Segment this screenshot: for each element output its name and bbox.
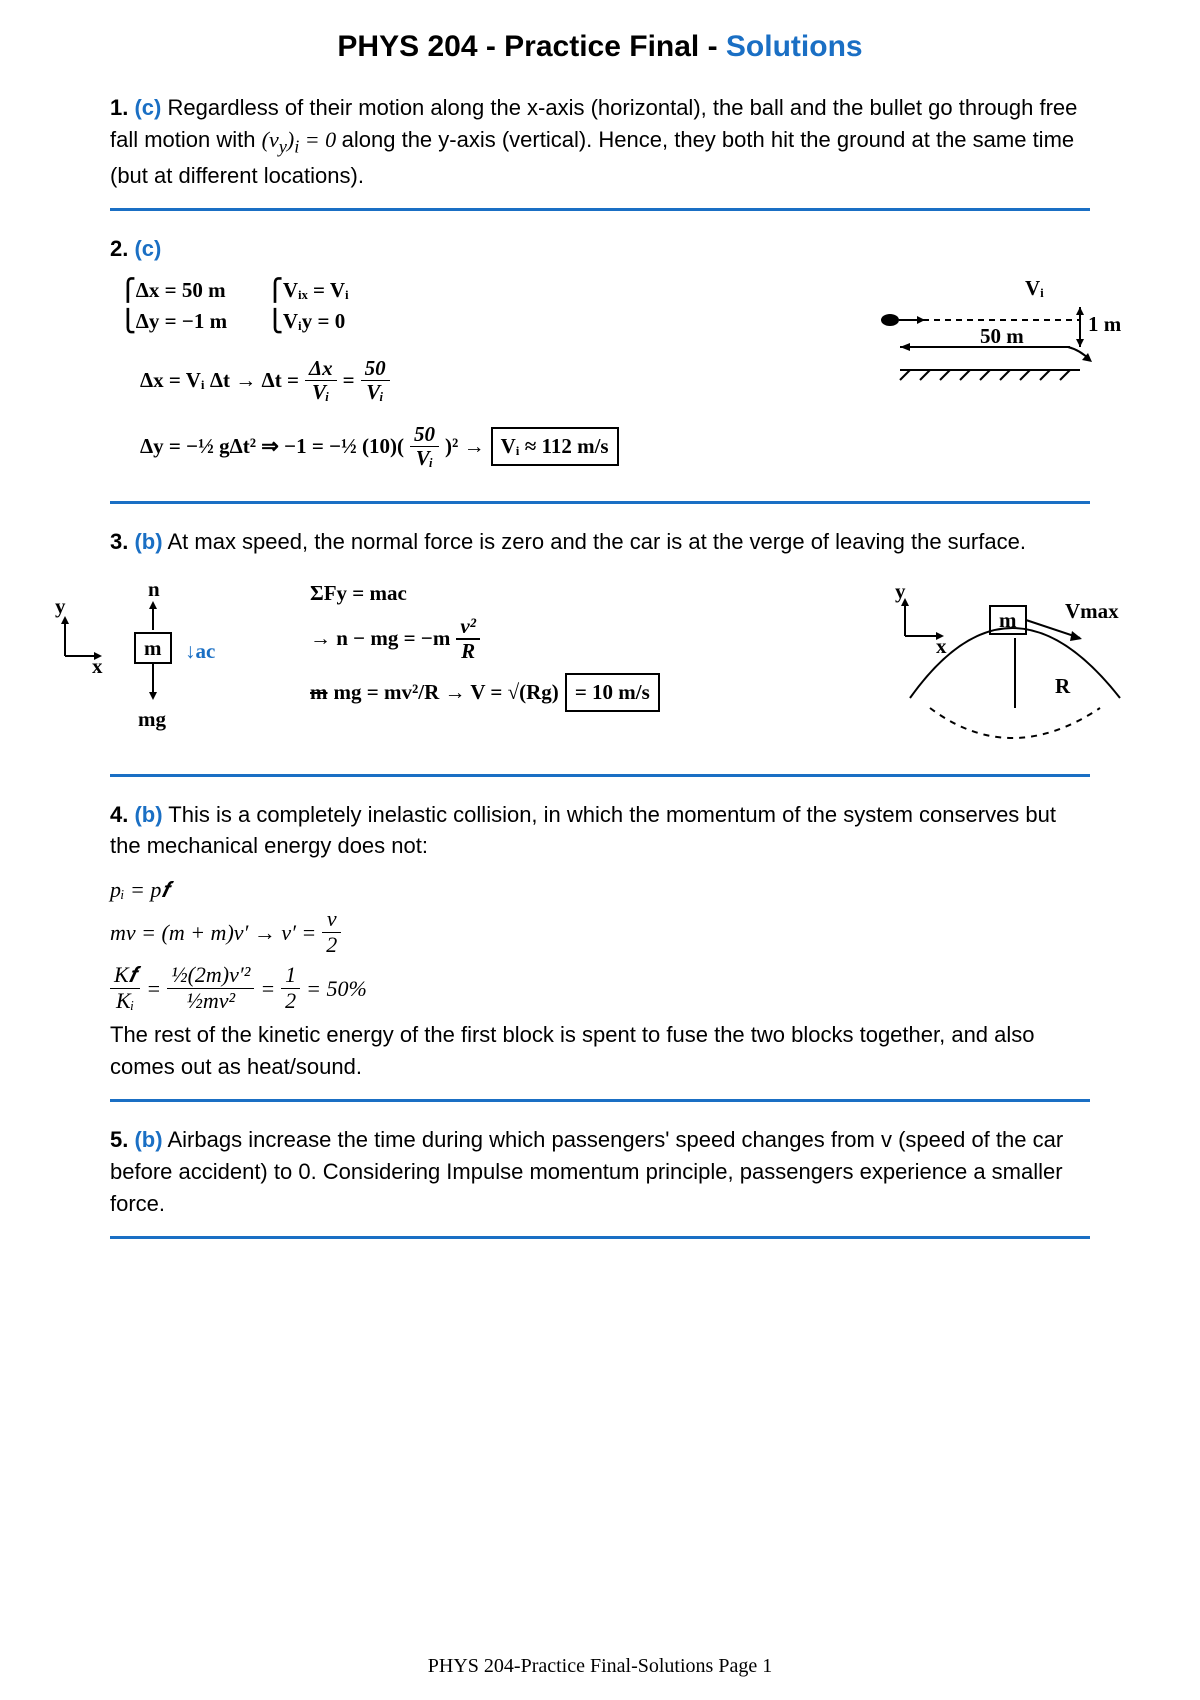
p3-eqs: ΣFy = mac → n − mg = −m v²R mmg = mv²/R …	[310, 578, 660, 713]
problem-5: 5. (b) Airbags increase the time during …	[110, 1124, 1090, 1220]
svg-text:m: m	[999, 608, 1017, 632]
divider-5	[110, 1236, 1090, 1239]
svg-text:↓ac: ↓ac	[185, 639, 215, 663]
problem-1-eq: (vy)i = 0	[262, 127, 342, 152]
problem-1: 1. (c) Regardless of their motion along …	[110, 92, 1090, 192]
problem-5-text: Airbags increase the time during which p…	[110, 1127, 1063, 1216]
p3-fbd: y x n m mg ↓ac	[40, 568, 270, 748]
problem-4-text-a: This is a completely inelastic collision…	[110, 802, 1056, 859]
problem-3-work: y x n m mg ↓ac ΣFy = mac → n − mg = −m v…	[110, 568, 1090, 758]
svg-text:1 m: 1 m	[1088, 312, 1122, 336]
page-title: PHYS 204 - Practice Final - Solutions	[110, 30, 1090, 64]
problem-3: 3. (b) At max speed, the normal force is…	[110, 526, 1090, 558]
problem-3-answer: (b)	[134, 529, 162, 554]
svg-text:mg: mg	[138, 707, 166, 731]
p2-givens: ⎧Δx = 50 m ⎩Δy = −1 m ⎧Vᵢₓ = Vᵢ ⎩Vᵢy = 0	[120, 275, 349, 338]
svg-text:R: R	[1055, 674, 1071, 698]
problem-2-number: 2.	[110, 236, 128, 261]
title-prefix: PHYS 204 - Practice Final -	[337, 30, 726, 63]
problem-4-math: pᵢ = p𝒇 mv = (m + m)v′ → v′ = v2 K𝒇Kᵢ = …	[110, 872, 1090, 1013]
problem-3-text: At max speed, the normal force is zero a…	[167, 529, 1025, 554]
svg-text:x: x	[92, 654, 103, 678]
p2-diagram: Vᵢ 1 m 50 m	[870, 265, 1130, 395]
page-footer: PHYS 204-Practice Final-Solutions Page 1	[0, 1655, 1200, 1678]
problem-4-number: 4.	[110, 802, 128, 827]
svg-text:n: n	[148, 577, 160, 601]
svg-text:y: y	[55, 594, 66, 618]
problem-2: 2. (c)	[110, 233, 1090, 265]
svg-text:Vmax: Vmax	[1065, 599, 1119, 623]
svg-text:50 m: 50 m	[980, 324, 1024, 348]
divider-3	[110, 774, 1090, 777]
svg-text:Vᵢ: Vᵢ	[1025, 276, 1044, 300]
divider-2	[110, 501, 1090, 504]
problem-5-answer: (b)	[134, 1127, 162, 1152]
problem-4-answer: (b)	[134, 802, 162, 827]
title-suffix: Solutions	[726, 30, 863, 63]
problem-1-number: 1.	[110, 95, 128, 120]
problem-4-text-b: The rest of the kinetic energy of the fi…	[110, 1019, 1090, 1083]
problem-1-answer: (c)	[134, 95, 161, 120]
problem-2-answer: (c)	[134, 236, 161, 261]
svg-text:m: m	[144, 636, 162, 660]
p2-line2: Δy = −½ gΔt² ⇒ −1 = −½ (10)( 50Vᵢ )² → V…	[140, 423, 619, 471]
p3-hill: y x m Vmax R	[870, 568, 1150, 748]
problem-5-number: 5.	[110, 1127, 128, 1152]
p2-line1: Δx = Vᵢ Δt → Δt = ΔxVᵢ = 50Vᵢ	[140, 357, 390, 405]
problem-4: 4. (b) This is a completely inelastic co…	[110, 799, 1090, 863]
svg-text:x: x	[936, 634, 947, 658]
divider-4	[110, 1099, 1090, 1102]
problem-2-work: ⎧Δx = 50 m ⎩Δy = −1 m ⎧Vᵢₓ = Vᵢ ⎩Vᵢy = 0…	[110, 275, 1090, 485]
problem-3-number: 3.	[110, 529, 128, 554]
divider-1	[110, 208, 1090, 211]
